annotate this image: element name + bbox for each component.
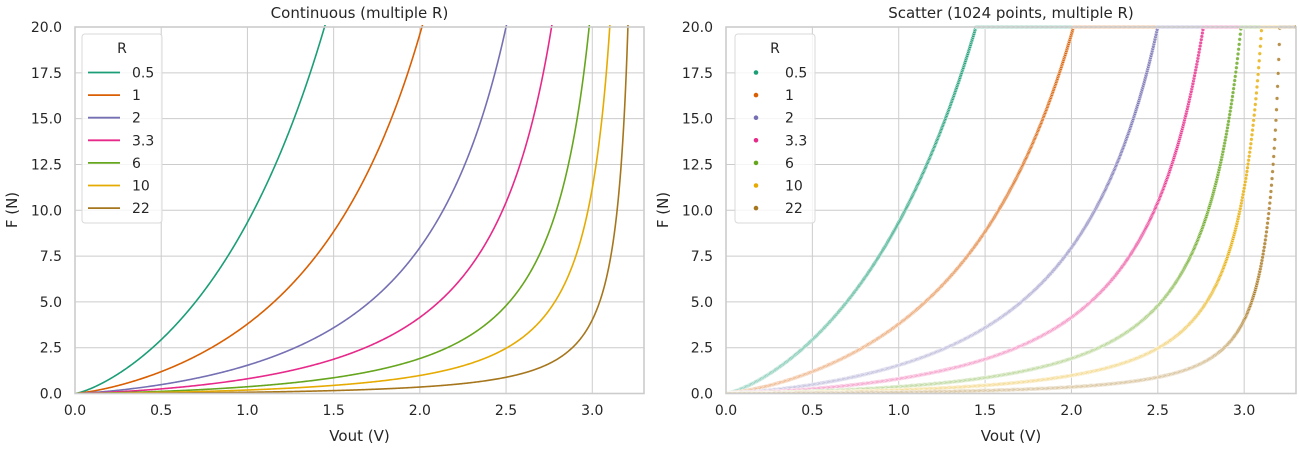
legend-label: 1 [132,88,141,104]
legend-label: 0.5 [132,66,154,82]
legend-box [81,33,163,224]
y-tick-label: 10.0 [31,203,62,219]
legend-item-2: 2 [88,111,141,127]
y-tick-label: 15.0 [31,112,62,128]
grid [74,26,644,394]
x-axis: 0.0 0.5 1.0 1.5 2.0 2.5 3.0 [64,403,604,419]
x-tick-label: 1.0 [236,403,258,419]
legend-item-0.5: 0.5 [88,66,154,82]
y-axis-label: F (N) [3,192,21,228]
x-tick-label: 0.5 [150,403,172,419]
legend-item-3.3: 3.3 [88,133,154,149]
legend-label: 22 [132,201,150,217]
y-tick-label: 0.0 [40,387,62,403]
series-line-3.3 [75,25,553,394]
scatter-chart: Scatter (1024 points, multiple R) 0.0 0.5… [654,4,1297,445]
y-tick-label: 7.5 [40,249,62,265]
legend-item-22: 22 [88,201,150,217]
series-line-10 [75,25,611,394]
legend-item-1: 1 [88,88,141,104]
x-tick-label: 1.5 [323,403,345,419]
legend: R 0.5 1 2 3.3 6 10 22 [81,33,163,224]
plot-area [75,25,629,394]
x-tick-label: 3.0 [581,403,603,419]
chart-title: Continuous (multiple R) [271,4,449,22]
axes-frame [74,26,645,395]
series-line-1 [75,25,424,394]
x-tick-label: 2.5 [495,403,517,419]
continuous-chart: Continuous (multiple R) 0.0 0.5 1.0 1.5 2.0 2… [3,4,645,445]
legend-label: 10 [132,179,150,195]
series-line-22 [75,25,629,394]
y-tick-label: 17.5 [31,66,62,82]
series-line-2 [75,25,508,394]
x-axis-label: Vout (V) [329,427,389,445]
legend-title: R [117,41,127,57]
y-tick-label: 20.0 [31,20,62,36]
legend-label: 2 [132,111,141,127]
legend-label: 3.3 [132,133,154,149]
x-tick-label: 2.0 [409,403,431,419]
legend-item-10: 10 [88,179,150,195]
legend-item-6: 6 [88,156,141,172]
y-tick-label: 5.0 [40,295,62,311]
series-line-6 [75,25,591,394]
series-line-0.5 [75,25,326,394]
x-tick-label: 0.0 [64,403,86,419]
y-tick-label: 2.5 [40,341,62,357]
chart-title: Scatter (1024 points, multiple R) [888,4,1134,22]
plot-area [726,25,1296,394]
y-axis: 0.0 2.5 5.0 7.5 10.0 12.5 15.0 17.5 20.0 [31,20,62,403]
legend-label: 6 [132,156,141,172]
y-tick-label: 12.5 [31,157,62,173]
